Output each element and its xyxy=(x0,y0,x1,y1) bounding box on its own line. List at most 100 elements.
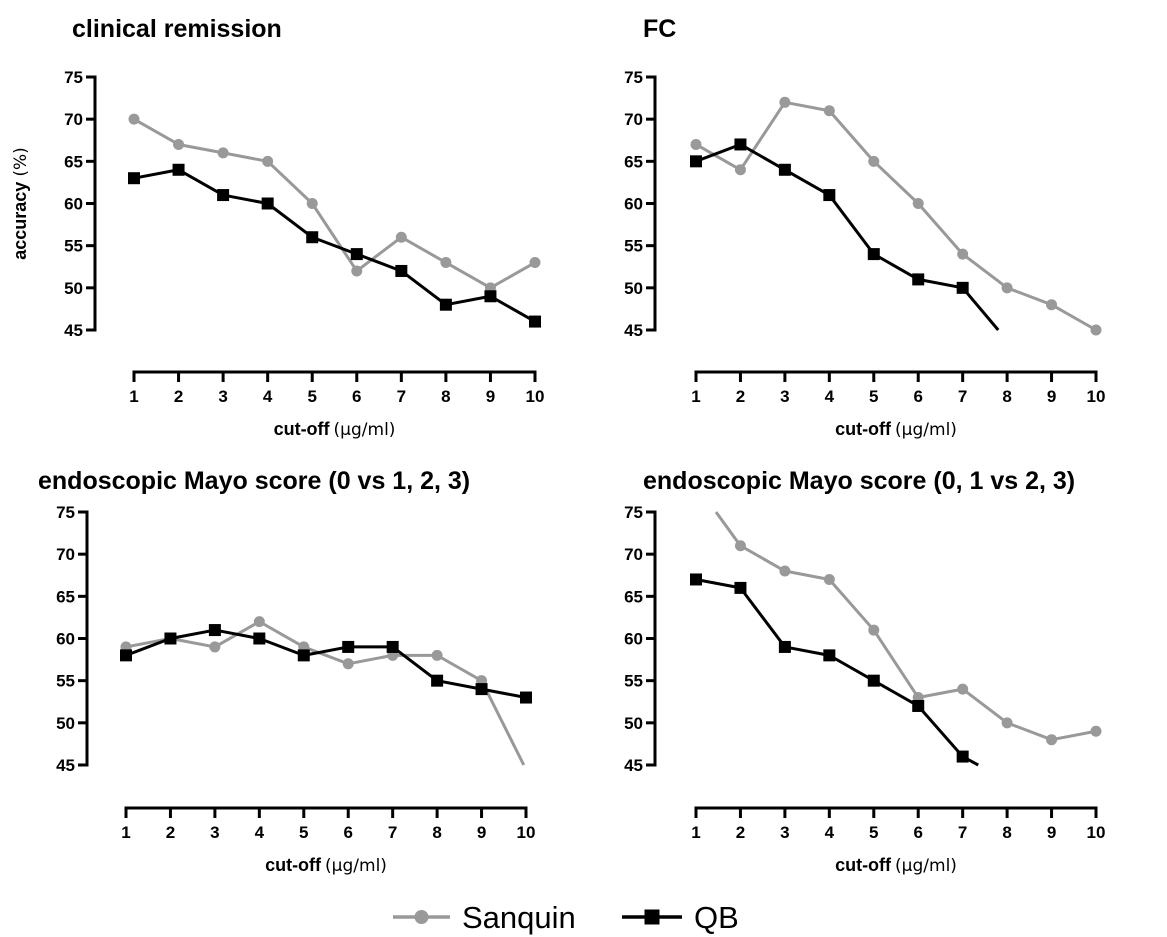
series-line xyxy=(133,168,536,323)
series-sanquin xyxy=(128,113,541,294)
x-tick-label: 10 xyxy=(1087,387,1106,406)
x-tick-label: 6 xyxy=(343,823,352,842)
legend-item-qb: QB xyxy=(622,900,739,935)
data-point xyxy=(734,164,746,176)
series-line xyxy=(695,142,1000,331)
legend-marker xyxy=(414,910,429,924)
x-tick-label: 6 xyxy=(913,823,922,842)
series-qb xyxy=(120,624,532,704)
data-point xyxy=(867,248,880,261)
x-tick-label: 3 xyxy=(210,823,219,842)
data-point xyxy=(529,257,541,269)
data-point xyxy=(912,273,925,286)
legend-label: QB xyxy=(694,900,739,935)
series-line xyxy=(133,117,536,290)
data-point xyxy=(395,231,407,243)
x-tick-label: 10 xyxy=(1087,823,1106,842)
y-tick-label: 70 xyxy=(64,110,83,129)
x-tick-label: 8 xyxy=(441,387,450,406)
data-point xyxy=(208,624,221,637)
x-axis-label: cut-off (µg/ml) xyxy=(835,855,957,876)
data-point xyxy=(253,632,266,645)
y-tick-label: 75 xyxy=(624,68,643,87)
data-point xyxy=(439,298,452,311)
series-qb xyxy=(690,138,1000,331)
x-tick-label: 9 xyxy=(1047,387,1056,406)
x-tick-label: 2 xyxy=(736,823,745,842)
x-tick-label: 4 xyxy=(263,387,273,406)
y-tick-label: 65 xyxy=(56,587,75,606)
x-tick-label: 8 xyxy=(1002,823,1011,842)
data-point xyxy=(350,248,363,261)
data-point xyxy=(823,649,836,662)
data-point xyxy=(779,565,791,577)
data-point xyxy=(823,105,835,117)
y-tick-label: 70 xyxy=(624,545,643,564)
x-axis-label: cut-off (µg/ml) xyxy=(835,419,957,440)
x-tick-label: 1 xyxy=(691,823,700,842)
data-point xyxy=(520,691,532,704)
y-tick-label: 65 xyxy=(624,152,643,171)
series-qb xyxy=(690,573,979,767)
x-tick-label: 9 xyxy=(486,387,495,406)
data-point xyxy=(351,265,363,277)
y-tick-label: 55 xyxy=(56,672,75,691)
x-axis-label: cut-off (µg/ml) xyxy=(265,855,387,876)
y-tick-label: 50 xyxy=(624,279,643,298)
legend-marker xyxy=(644,909,660,925)
data-point xyxy=(912,198,924,209)
data-point xyxy=(342,658,354,670)
y-tick-label: 50 xyxy=(64,279,83,298)
x-tick-label: 9 xyxy=(1047,823,1056,842)
y-tick-label: 75 xyxy=(624,503,643,522)
data-point xyxy=(690,155,702,168)
x-tick-label: 2 xyxy=(174,387,183,406)
data-point xyxy=(128,113,140,125)
data-point xyxy=(297,649,310,662)
data-point xyxy=(778,163,791,176)
x-tick-label: 5 xyxy=(869,823,878,842)
data-point xyxy=(912,699,925,712)
y-tick-label: 60 xyxy=(56,630,75,649)
series-sanquin xyxy=(714,511,1102,746)
y-tick-label: 55 xyxy=(624,237,643,256)
series-line xyxy=(695,577,979,767)
x-tick-label: 7 xyxy=(388,823,397,842)
x-tick-label: 1 xyxy=(691,387,700,406)
y-tick-label: 60 xyxy=(624,630,643,649)
data-point xyxy=(1001,282,1013,294)
y-tick-label: 75 xyxy=(64,68,83,87)
x-tick-label: 7 xyxy=(958,387,967,406)
x-tick-label: 7 xyxy=(397,387,406,406)
y-tick-label: 45 xyxy=(624,756,643,775)
data-point xyxy=(823,189,836,202)
chart-title: endoscopic Mayo score (0 vs 1, 2, 3) xyxy=(38,467,470,495)
x-tick-label: 1 xyxy=(129,387,138,406)
x-tick-label: 8 xyxy=(432,823,441,842)
x-tick-label: 8 xyxy=(1002,387,1011,406)
data-point xyxy=(823,573,835,585)
y-tick-label: 70 xyxy=(56,545,75,564)
data-point xyxy=(868,624,880,636)
data-point xyxy=(734,138,747,151)
x-tick-label: 3 xyxy=(218,387,227,406)
x-tick-label: 2 xyxy=(736,387,745,406)
data-point xyxy=(386,640,399,653)
data-point xyxy=(253,616,265,628)
series-qb xyxy=(128,163,541,328)
x-tick-label: 5 xyxy=(299,823,308,842)
chart-title: clinical remission xyxy=(72,15,282,43)
data-point xyxy=(867,674,880,687)
chart-panel-3: endoscopic Mayo score (0 vs 1, 2, 3)4550… xyxy=(38,467,535,876)
data-point xyxy=(779,96,791,108)
series-line xyxy=(125,620,526,766)
x-tick-label: 5 xyxy=(307,387,316,406)
x-tick-label: 10 xyxy=(526,387,545,406)
legend-label: Sanquin xyxy=(462,900,576,935)
data-point xyxy=(484,290,497,303)
series-sanquin xyxy=(690,96,1102,336)
series-sanquin xyxy=(120,616,526,766)
data-point xyxy=(957,683,969,695)
